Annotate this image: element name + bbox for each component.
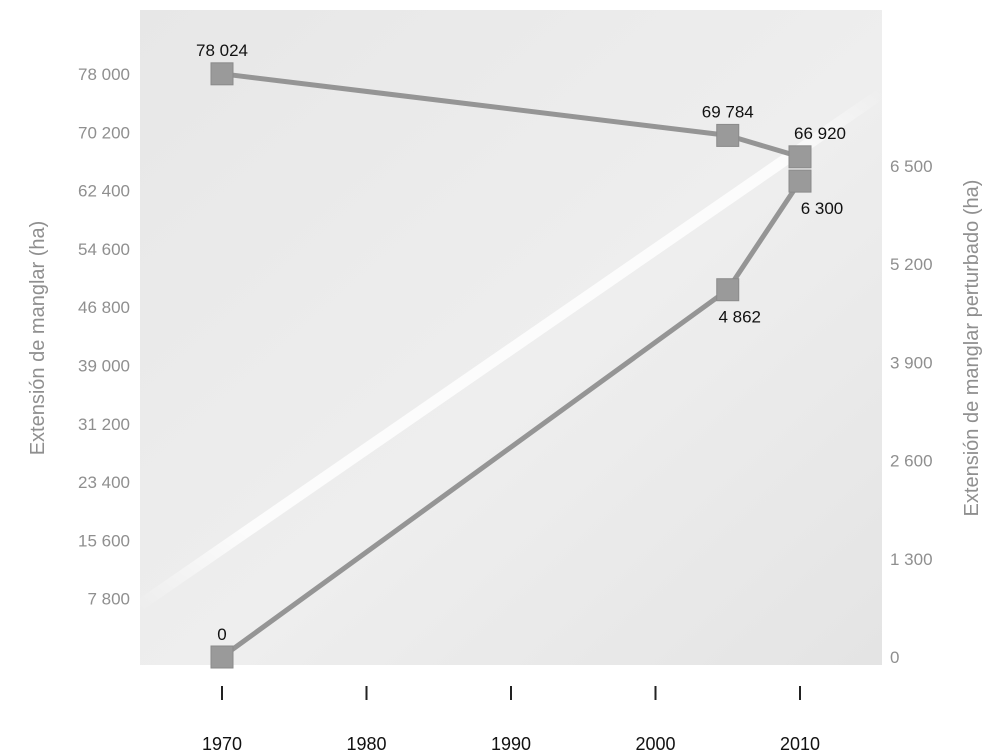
plot-background bbox=[140, 10, 882, 665]
left-tick-label: 70 200 bbox=[78, 123, 130, 142]
right-tick-label: 2 600 bbox=[890, 452, 933, 471]
left-tick-label: 31 200 bbox=[78, 415, 130, 434]
light-streak bbox=[140, 86, 882, 612]
x-tick-label-1990: 1990 bbox=[491, 734, 531, 754]
right-y-axis: 6 500 5 200 3 900 2 600 1 300 0 bbox=[890, 157, 933, 667]
data-label: 6 300 bbox=[801, 199, 844, 218]
x-tick-label-2000: 2000 bbox=[635, 734, 675, 754]
left-tick-label: 7 800 bbox=[87, 590, 130, 609]
x-tick-label-1970: 1970 bbox=[202, 734, 242, 754]
data-label: 4 862 bbox=[718, 308, 761, 327]
data-label: 0 bbox=[217, 625, 226, 644]
left-tick-label: 62 400 bbox=[78, 182, 130, 201]
data-point-marker bbox=[788, 145, 812, 169]
plot-area bbox=[140, 10, 882, 665]
data-label: 69 784 bbox=[702, 102, 754, 121]
right-tick-label: 1 300 bbox=[890, 550, 933, 569]
right-tick-label: 3 900 bbox=[890, 353, 933, 372]
data-point-marker bbox=[716, 123, 740, 147]
left-axis-title: Extensión de manglar (ha) bbox=[27, 221, 49, 456]
left-tick-label: 54 600 bbox=[78, 240, 130, 259]
right-axis-title: Extensión de manglar perturbado (ha) bbox=[961, 180, 983, 517]
left-y-axis: 78 000 70 200 62 400 54 600 46 800 39 000 31 2… bbox=[78, 65, 130, 609]
left-tick-label: 23 400 bbox=[78, 473, 130, 492]
data-point-marker bbox=[716, 278, 740, 302]
data-point-marker bbox=[210, 645, 234, 669]
data-point-marker bbox=[210, 62, 234, 86]
right-tick-label: 0 bbox=[890, 648, 899, 667]
series-layer: 78 024 69 784 66 920 0 4 862 6 300 bbox=[196, 41, 846, 669]
left-tick-label: 78 000 bbox=[78, 65, 130, 84]
right-tick-label: 5 200 bbox=[890, 255, 933, 274]
x-tick-label-1980: 1980 bbox=[346, 734, 386, 754]
x-axis: 1970 1980 1990 2000 2010 bbox=[202, 686, 820, 754]
data-label: 66 920 bbox=[794, 124, 846, 143]
x-tick-label-2010: 2010 bbox=[780, 734, 820, 754]
left-tick-label: 15 600 bbox=[78, 531, 130, 550]
right-tick-label: 6 500 bbox=[890, 157, 933, 176]
left-tick-label: 39 000 bbox=[78, 357, 130, 376]
data-label: 78 024 bbox=[196, 41, 248, 60]
left-tick-label: 46 800 bbox=[78, 298, 130, 317]
data-point-marker bbox=[788, 169, 812, 193]
